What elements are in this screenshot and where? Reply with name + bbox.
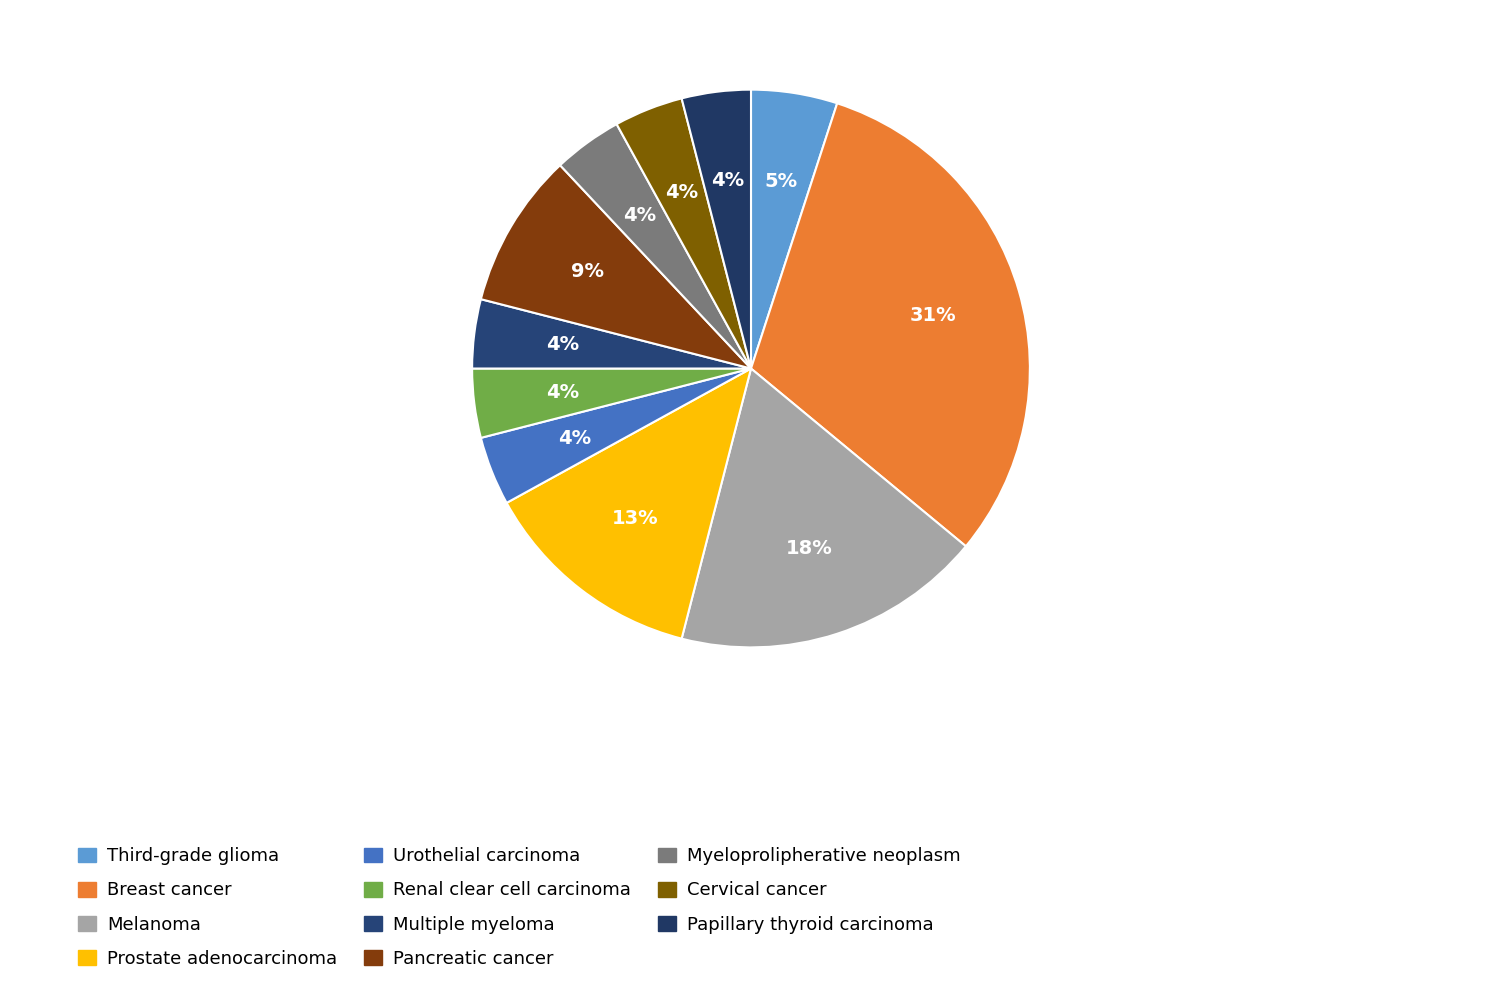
Text: 4%: 4% (664, 182, 698, 202)
Wedge shape (481, 369, 751, 503)
Legend: Third-grade glioma, Breast cancer, Melanoma, Prostate adenocarcinoma, Urothelial: Third-grade glioma, Breast cancer, Melan… (69, 839, 970, 977)
Text: 13%: 13% (611, 509, 658, 528)
Wedge shape (472, 299, 751, 369)
Text: 4%: 4% (547, 336, 580, 355)
Text: 4%: 4% (559, 429, 592, 448)
Text: 4%: 4% (547, 382, 580, 401)
Wedge shape (617, 99, 751, 369)
Text: 9%: 9% (571, 263, 604, 282)
Wedge shape (751, 104, 1030, 546)
Wedge shape (506, 369, 751, 638)
Text: 18%: 18% (786, 540, 834, 559)
Wedge shape (481, 165, 751, 369)
Wedge shape (682, 369, 966, 647)
Text: 4%: 4% (710, 171, 743, 190)
Text: 31%: 31% (910, 306, 957, 325)
Text: 4%: 4% (623, 205, 656, 225)
Wedge shape (682, 90, 751, 369)
Wedge shape (751, 90, 837, 369)
Wedge shape (560, 124, 751, 369)
Text: 5%: 5% (765, 171, 798, 190)
Wedge shape (472, 369, 751, 438)
